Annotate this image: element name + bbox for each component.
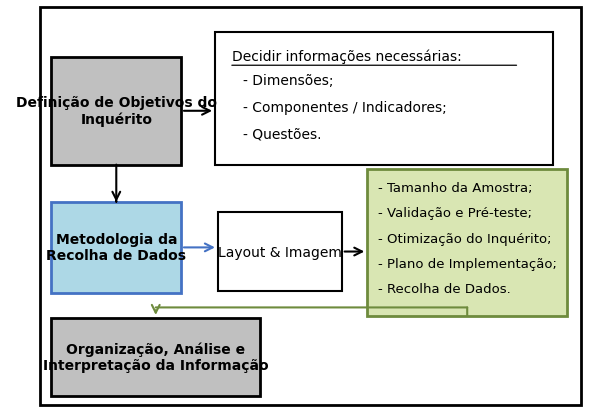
Text: - Recolha de Dados.: - Recolha de Dados. (378, 282, 511, 296)
Text: Layout & Imagem: Layout & Imagem (218, 245, 342, 259)
Text: - Validação e Pré-teste;: - Validação e Pré-teste; (378, 207, 532, 220)
Text: - Questões.: - Questões. (243, 128, 322, 142)
Text: - Tamanho da Amostra;: - Tamanho da Amostra; (378, 181, 533, 195)
FancyBboxPatch shape (367, 169, 567, 316)
FancyBboxPatch shape (51, 318, 260, 396)
Text: - Otimização do Inquérito;: - Otimização do Inquérito; (378, 232, 552, 245)
Text: Metodologia da
Recolha de Dados: Metodologia da Recolha de Dados (46, 233, 187, 263)
Text: Organização, Análise e
Interpretação da Informação: Organização, Análise e Interpretação da … (43, 342, 269, 373)
Text: - Plano de Implementação;: - Plano de Implementação; (378, 257, 557, 270)
Text: - Dimensões;: - Dimensões; (243, 74, 334, 88)
Text: Definição de Objetivos do
Inquérito: Definição de Objetivos do Inquérito (15, 96, 217, 127)
FancyBboxPatch shape (51, 202, 181, 293)
FancyBboxPatch shape (215, 33, 553, 165)
FancyBboxPatch shape (51, 58, 181, 165)
Text: Decidir informações necessárias:: Decidir informações necessárias: (232, 50, 462, 64)
FancyBboxPatch shape (40, 8, 581, 405)
Text: - Componentes / Indicadores;: - Componentes / Indicadores; (243, 101, 447, 115)
FancyBboxPatch shape (218, 213, 342, 291)
